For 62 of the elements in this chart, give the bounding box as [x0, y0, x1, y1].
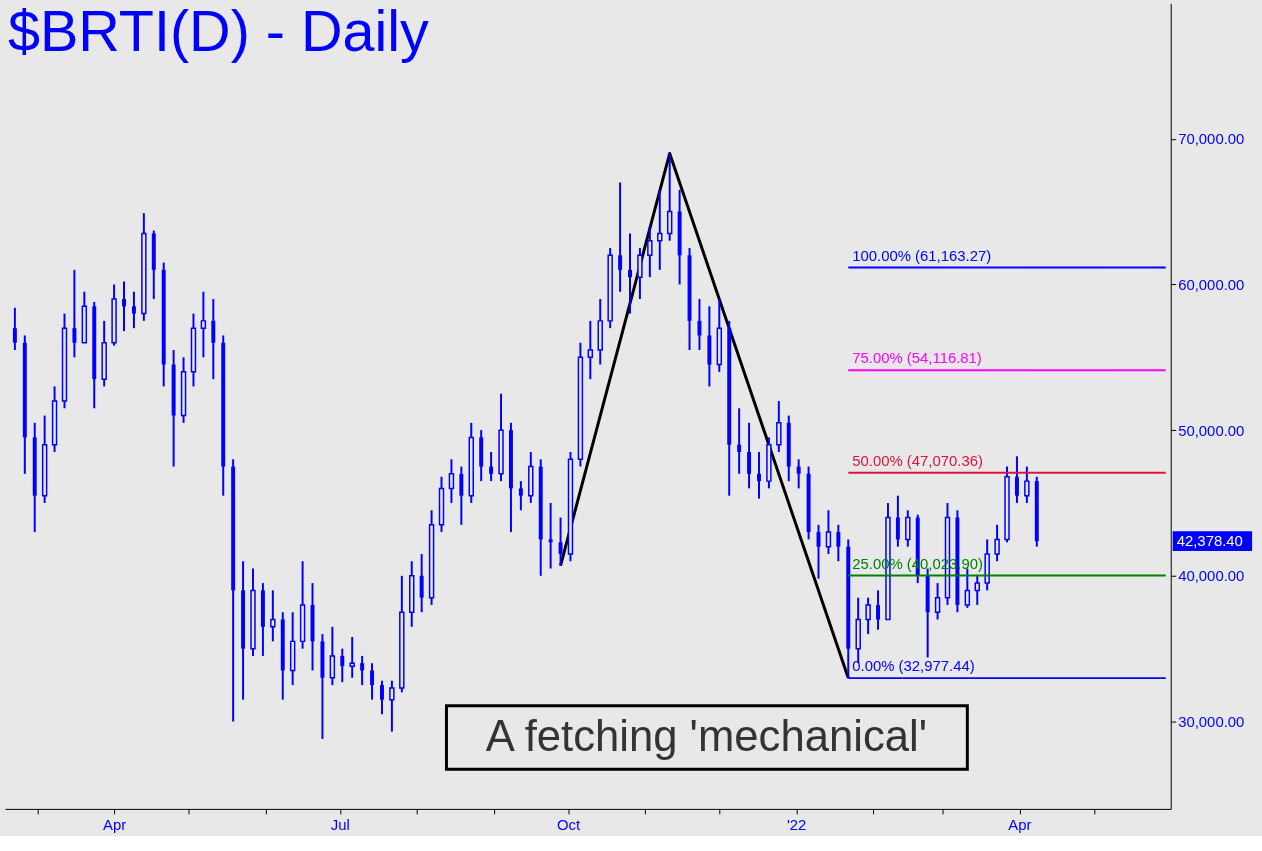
candlestick: [370, 662, 375, 701]
candlestick: [825, 509, 832, 555]
candlestick: [876, 589, 881, 631]
text: 42,378.40: [1176, 533, 1243, 550]
candlestick: [628, 232, 632, 315]
candlestick: [379, 679, 384, 716]
ref-line-label: 100.00% (61,163.27): [852, 247, 992, 264]
ref-line-label: 50.00% (47,070.36): [852, 452, 983, 469]
y-tick-label: 40,000.00: [1178, 568, 1245, 585]
candlestick: [657, 188, 663, 271]
candlestick: [737, 407, 742, 475]
candlestick: [865, 596, 871, 636]
candlestick: [836, 523, 841, 563]
candlestick: [349, 636, 355, 679]
candlestick: [905, 509, 911, 548]
y-tick-label: 50,000.00: [1178, 422, 1245, 439]
candlestick: [122, 280, 126, 333]
candlestick: [618, 181, 623, 293]
candlestick: [131, 290, 136, 330]
candlestick: [329, 625, 336, 687]
x-tick-label: Oct: [556, 817, 581, 834]
candlestick: [757, 450, 761, 500]
candlestick: [697, 298, 702, 351]
candlestick: [548, 501, 553, 570]
candlestick: [340, 647, 345, 684]
candlestick: [974, 574, 980, 606]
candlestick: [12, 306, 17, 351]
candlestick: [895, 494, 900, 548]
candlestick: [637, 247, 643, 301]
candlestick: [448, 458, 455, 504]
candlestick: [270, 589, 276, 643]
x-tick-label: Jul: [330, 817, 350, 834]
candlestick: [72, 268, 77, 359]
candlestick: [796, 458, 801, 490]
candlestick: [934, 582, 941, 621]
candlestick: [747, 421, 752, 490]
candlestick: [419, 552, 424, 614]
ref-line-label: 0.00% (32,977.44): [852, 658, 975, 675]
candlestick: [459, 465, 464, 526]
candlestick: [558, 516, 563, 567]
candlestick: [587, 319, 594, 381]
y-tick-label: 70,000.00: [1178, 131, 1245, 148]
candlestick: [200, 290, 207, 359]
y-tick-label: 30,000.00: [1178, 713, 1245, 730]
x-tick-label: '22: [786, 817, 807, 834]
candlestick: [1024, 465, 1030, 504]
candlestick: [666, 152, 673, 242]
candlestick: [489, 450, 494, 483]
candlestick: [1014, 455, 1019, 504]
candlestick: [647, 225, 653, 279]
candlestick: [518, 480, 523, 512]
x-tick-label: Apr: [103, 817, 127, 834]
y-tick-label: 60,000.00: [1178, 276, 1245, 293]
candlestick: [389, 679, 395, 733]
candlestick: [360, 654, 365, 687]
x-tick-label: Apr: [1008, 817, 1032, 834]
candlestick: [994, 523, 1000, 563]
chart-title: $BRTI(D) - Daily: [7, 0, 430, 63]
ref-line-label: 75.00% (54,116.81): [852, 350, 982, 367]
candlestick: [211, 298, 216, 381]
annotation: A fetching 'mechanical': [485, 711, 927, 761]
candlestick: [776, 400, 782, 453]
